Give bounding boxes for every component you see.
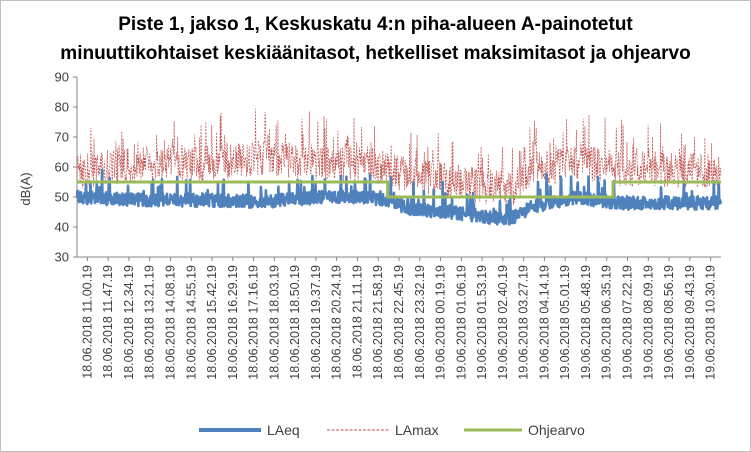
x-tick-label: 18.06.2018 11.00.19 [80,265,94,379]
x-tick-label: 18.06.2018 16.29.19 [226,265,240,380]
x-tick-label: 19.06.2018 07.22.19 [621,265,635,380]
x-tick-label: 18.06.2018 22.45.19 [392,265,406,380]
chart-title-line-1: Piste 1, jakso 1, Keskuskatu 4:n piha-al… [118,14,633,35]
x-tick-label: 19.06.2018 08.56.19 [662,265,676,380]
x-tick-label: 18.06.2018 14.08.19 [163,265,177,380]
legend-item-laeq: LAeq [199,422,300,438]
y-tick-label: 50 [55,190,69,205]
legend-label: LAmax [395,422,439,438]
x-tick-label: 18.06.2018 21.58.19 [371,265,385,380]
legend-label: Ohjearvo [528,422,585,438]
series-ohjearvo-line [77,180,721,199]
chart-title-line-2: minuuttikohtaiset keskiäänitasot, hetkel… [60,43,690,64]
x-tick-label: 18.06.2018 23.32.19 [413,265,427,380]
x-tick-label: 18.06.2018 19.37.19 [309,265,323,380]
x-tick-label: 19.06.2018 02.40.19 [496,265,510,380]
x-tick-label: 18.06.2018 20.24.19 [330,265,344,380]
y-tick-label: 60 [55,160,69,175]
x-tick-label: 18.06.2018 21.11.19 [350,265,364,379]
x-tick-label: 18.06.2018 15.42.19 [205,265,219,380]
legend: LAeq LAmax Ohjearvo [199,422,585,438]
x-tick-label: 18.06.2018 11.47.19 [101,265,115,379]
x-tick-label: 19.06.2018 10.30.19 [704,265,718,380]
y-tick-labels: 30 40 50 60 70 80 90 [55,70,69,265]
chart-title: Piste 1, jakso 1, Keskuskatu 4:n piha-al… [60,14,690,64]
y-tick-label: 90 [55,70,69,85]
x-tick-label: 19.06.2018 05.48.19 [579,265,593,380]
legend-item-lamax: LAmax [327,422,439,438]
x-tick-label: 18.06.2018 12.34.19 [122,265,136,380]
axes [73,76,721,261]
x-tick-label: 19.06.2018 01.53.19 [475,265,489,380]
legend-label: LAeq [267,422,300,438]
x-tick-label: 18.06.2018 14.55.19 [184,265,198,380]
x-tick-labels: 18.06.2018 11.00.19 18.06.2018 11.47.19 18… [80,265,717,380]
x-tick-label: 18.06.2018 17.16.19 [247,265,261,380]
x-tick-label: 18.06.2018 18.50.19 [288,265,302,380]
y-tick-label: 80 [55,100,69,115]
x-tick-label: 19.06.2018 00.19.19 [434,265,448,380]
y-axis-label: dB(A) [18,172,33,205]
x-tick-label: 19.06.2018 04.14.19 [537,265,551,380]
x-tick-label: 19.06.2018 01.06.19 [454,265,468,380]
series-layer [75,108,723,226]
x-tick-label: 19.06.2018 09.43.19 [683,265,697,380]
x-tick-label: 19.06.2018 03.27.19 [517,265,531,380]
x-tick-label: 19.06.2018 08.09.19 [641,265,655,380]
x-tick-label: 19.06.2018 05.01.19 [558,265,572,380]
legend-item-ohjearvo: Ohjearvo [464,422,585,438]
y-tick-label: 40 [55,220,69,235]
y-tick-label: 70 [55,130,69,145]
y-tick-label: 30 [55,250,69,265]
x-tick-label: 18.06.2018 18.03.19 [267,265,281,380]
x-tick-label: 19.06.2018 06.35.19 [600,265,614,380]
x-tick-label: 18.06.2018 13.21.19 [143,265,157,380]
series-lamax-line [76,108,722,206]
